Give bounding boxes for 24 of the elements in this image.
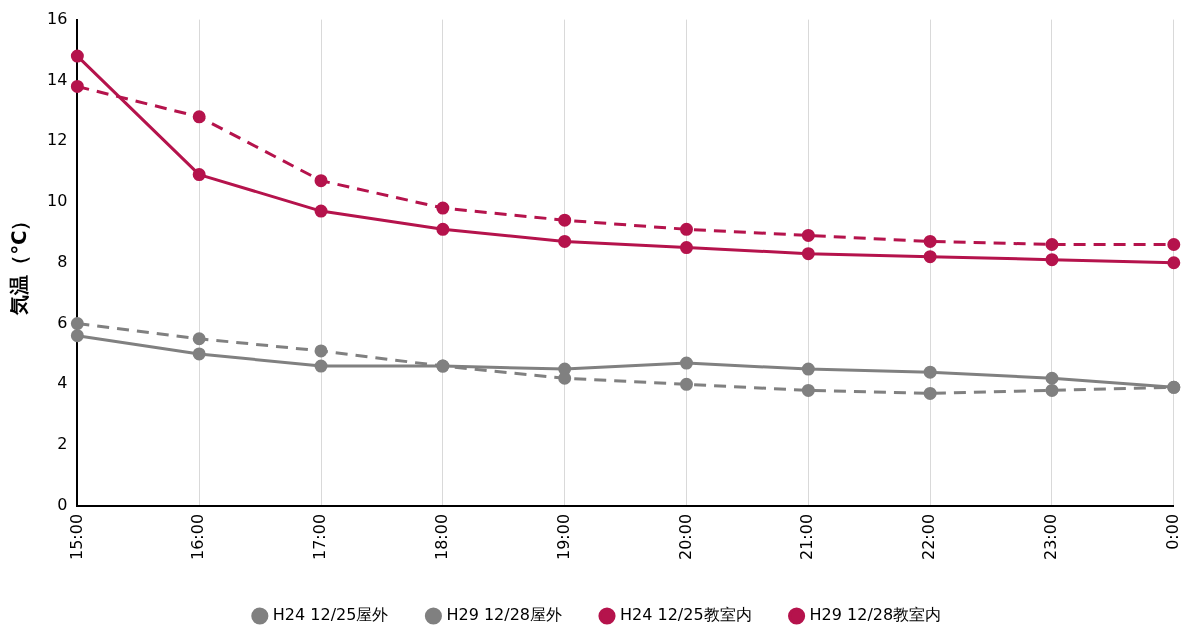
- x-tick-label: 15:00: [66, 513, 86, 560]
- x-tick-label: 21:00: [797, 513, 817, 560]
- y-tick-label: 10: [47, 191, 68, 211]
- legend-label: H29 12/28教室内: [809, 605, 942, 625]
- legend-label: H24 12/25屋外: [272, 605, 389, 625]
- x-tick-label: 0:00: [1162, 513, 1182, 550]
- x-tick-label: 19:00: [553, 513, 573, 560]
- y-axis-title: 気温（℃）: [7, 210, 32, 316]
- x-tick-label: 17:00: [310, 513, 330, 560]
- y-tick-label: 4: [57, 373, 68, 393]
- y-tick-label: 2: [57, 434, 68, 454]
- y-tick-label: 12: [47, 130, 68, 150]
- y-tick-label: 6: [57, 312, 68, 332]
- y-tick-label: 14: [47, 69, 68, 89]
- x-tick-label: 18:00: [432, 513, 451, 560]
- legend-label: H24 12/25教室内: [620, 605, 752, 625]
- y-tick-label: 0: [57, 495, 68, 515]
- x-tick-label: 23:00: [1041, 513, 1061, 560]
- x-tick-label: 20:00: [675, 513, 695, 560]
- y-tick-label: 8: [57, 251, 68, 271]
- y-tick-label: 16: [47, 8, 68, 28]
- legend-label: H29 12/28屋外: [446, 605, 563, 625]
- x-tick-label: 22:00: [919, 513, 939, 560]
- x-tick-label: 16:00: [188, 513, 208, 560]
